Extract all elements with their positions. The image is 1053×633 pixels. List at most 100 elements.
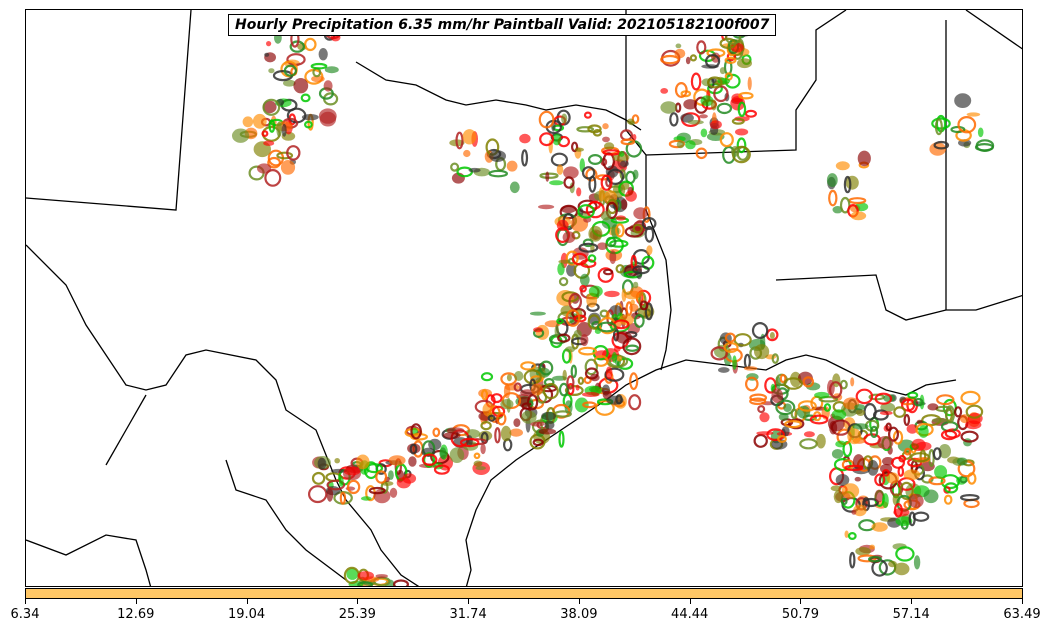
precip-blob <box>959 494 980 502</box>
precip-blob <box>882 457 894 466</box>
precip-blob <box>326 479 346 491</box>
colorbar-tick-label: 12.69 <box>117 607 155 622</box>
precip-blob <box>560 305 574 317</box>
precip-blob <box>375 574 388 579</box>
precip-blob <box>906 424 918 434</box>
precip-blob <box>538 428 557 435</box>
precip-blob <box>577 204 595 219</box>
precip-blob <box>685 140 696 150</box>
precip-blob <box>833 458 852 472</box>
precip-blob <box>487 414 496 422</box>
precip-blob <box>899 481 914 500</box>
precip-blob <box>869 544 875 550</box>
precip-blob <box>847 531 857 540</box>
precip-blob <box>615 264 625 274</box>
precip-blob <box>857 150 871 167</box>
precip-blob <box>676 140 685 149</box>
precip-blob <box>874 489 884 503</box>
precip-blob <box>564 385 584 397</box>
precip-blob <box>620 160 629 167</box>
precip-blob <box>557 333 571 343</box>
precip-blob <box>602 136 610 143</box>
precip-blob <box>805 382 821 391</box>
precip-blob <box>488 169 508 178</box>
precip-blob <box>539 132 555 147</box>
precip-blob <box>689 54 698 62</box>
precip-blob <box>615 215 626 221</box>
precip-blob <box>573 329 582 340</box>
precip-blob <box>863 402 877 421</box>
precip-blob <box>600 211 612 221</box>
precip-blob <box>433 464 450 475</box>
precip-blob <box>343 466 361 476</box>
precip-blob <box>346 568 359 580</box>
precip-blob <box>738 91 754 100</box>
precip-blob <box>523 369 542 385</box>
precip-blob <box>885 422 892 432</box>
precip-blob <box>854 404 866 411</box>
precip-blob <box>879 411 893 416</box>
precip-blob <box>706 76 723 89</box>
precip-blob <box>965 404 984 419</box>
precip-blob <box>264 168 282 187</box>
precip-blob <box>735 128 749 136</box>
state-border-nm-co <box>26 10 192 211</box>
precip-blob <box>579 284 587 293</box>
precip-blob <box>844 464 864 472</box>
precip-blob <box>268 68 275 74</box>
precip-blob <box>749 397 767 406</box>
precip-blob <box>276 121 283 137</box>
precip-blob <box>753 433 768 448</box>
precip-blob <box>565 346 575 353</box>
precip-blob <box>533 327 543 333</box>
precip-blob <box>356 454 370 470</box>
precip-blob <box>443 432 461 439</box>
precip-blob <box>326 487 334 502</box>
precip-blob <box>744 376 759 392</box>
precip-blob <box>856 409 865 416</box>
la-ms-border <box>645 10 847 156</box>
precip-blob <box>554 324 559 338</box>
precip-blob <box>877 436 894 450</box>
precip-blob <box>375 470 388 484</box>
precip-blob <box>840 497 848 506</box>
precip-blob <box>777 435 787 444</box>
precip-blob <box>916 419 923 425</box>
precip-blob <box>566 263 577 277</box>
precip-blob <box>324 66 339 74</box>
precip-blob <box>558 259 571 264</box>
gulf-coast-tx <box>465 354 957 586</box>
precip-blob <box>886 472 900 484</box>
precip-blob <box>751 322 769 340</box>
precip-blob <box>850 211 867 221</box>
precip-blob <box>797 400 817 412</box>
precip-blob <box>588 285 603 297</box>
precip-blob <box>388 455 406 466</box>
ms-al-line <box>775 274 1022 321</box>
precip-blob <box>743 366 758 371</box>
precip-blob <box>759 412 770 423</box>
precip-blob <box>286 145 301 161</box>
precip-blob <box>756 431 774 436</box>
precip-blob <box>500 399 514 410</box>
precip-blob <box>641 217 657 231</box>
precip-blob <box>883 394 896 403</box>
precip-blob <box>439 447 447 460</box>
precip-blob <box>783 403 792 413</box>
precip-blob <box>660 54 680 65</box>
precip-blob <box>577 376 585 385</box>
precip-blob <box>582 238 594 248</box>
precipitation-blobs <box>232 18 995 586</box>
precip-blob <box>639 300 649 311</box>
colorbar-tick-label: 57.14 <box>892 607 930 622</box>
precip-blob <box>544 420 555 430</box>
precip-blob <box>538 204 555 210</box>
precip-blob <box>907 391 919 399</box>
precip-blob <box>423 452 436 468</box>
precip-blob <box>829 381 843 399</box>
precip-blob <box>936 394 955 406</box>
precip-blob <box>710 122 720 130</box>
precip-blob <box>334 458 341 464</box>
precip-blob <box>893 562 910 576</box>
precip-blob <box>468 167 481 173</box>
